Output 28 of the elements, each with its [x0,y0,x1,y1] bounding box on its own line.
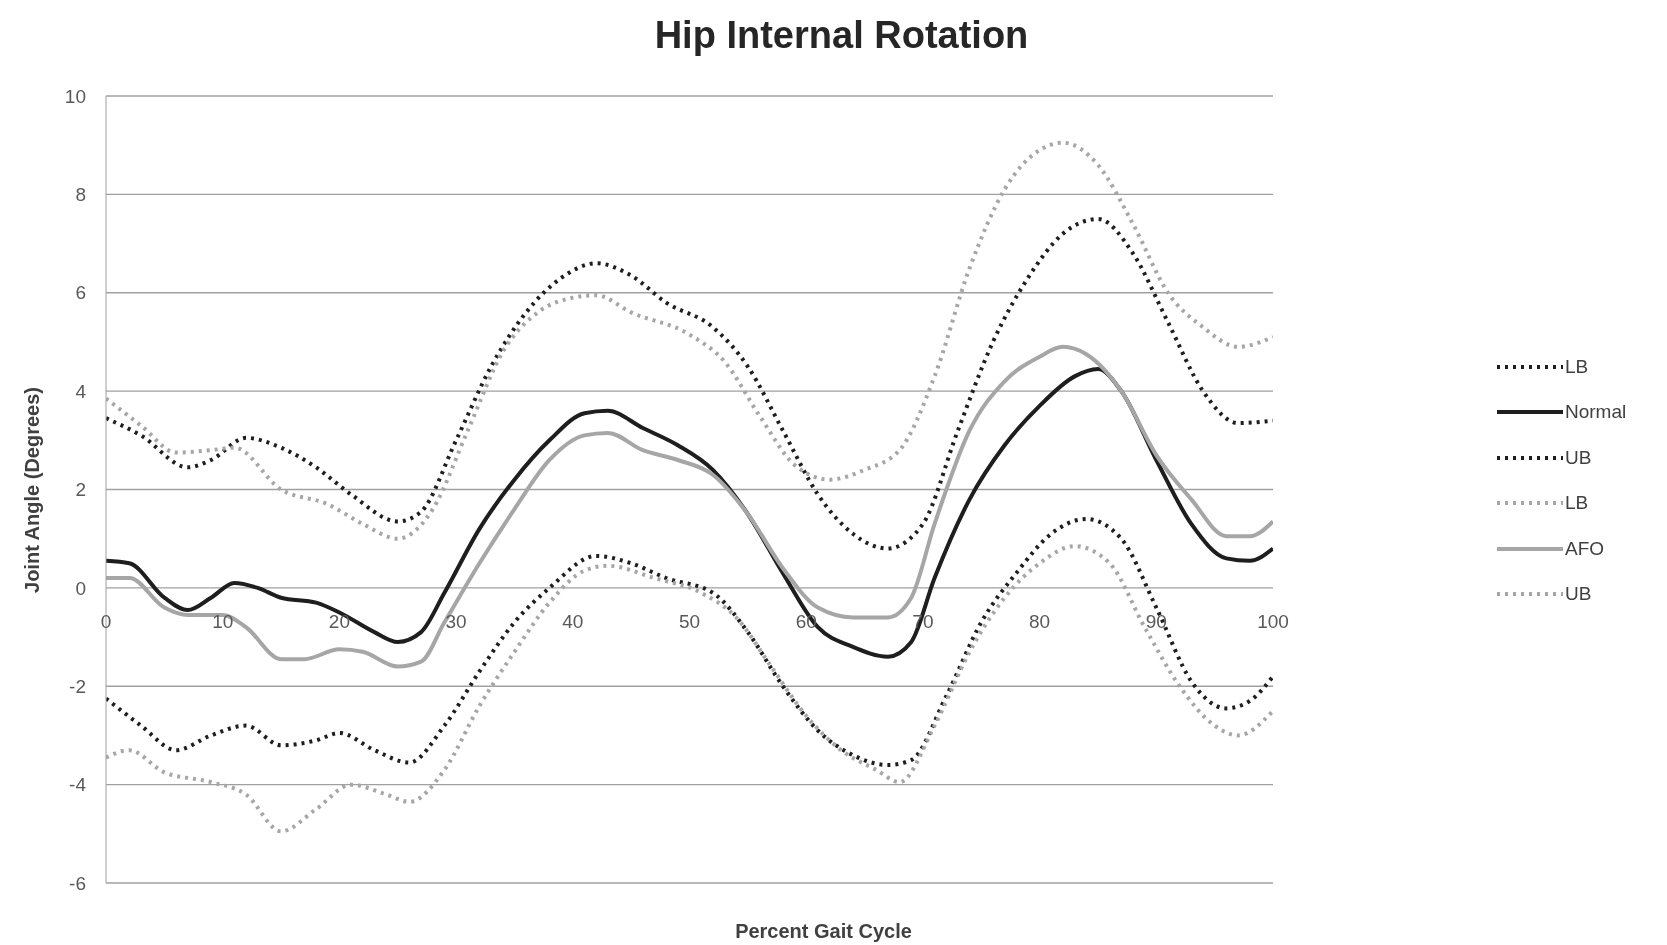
x-tick-label: 80 [1029,610,1051,632]
y-tick-label: 6 [75,282,86,304]
x-tick-label: 90 [1145,610,1167,632]
x-axis-title: Percent Gait Cycle [735,920,912,942]
y-tick-label: 2 [75,479,86,501]
y-tick-label: 10 [64,85,86,107]
x-tick-label: 30 [445,610,467,632]
legend-label: AFO [1565,537,1605,560]
legend-label: UB [1565,583,1592,606]
y-tick-label: -4 [69,774,87,796]
x-tick-label: 100 [1257,610,1289,632]
y-tick-label: 0 [75,577,86,599]
y-axis-title: Joint Angle (Degrees) [20,386,44,593]
x-tick-label: 50 [678,610,701,632]
chart-title: Hip Internal Rotation [653,14,1030,57]
x-tick-label: 10 [212,610,234,632]
y-tick-label: 4 [75,380,87,402]
x-tick-label: 20 [328,610,350,632]
y-tick-label: -2 [69,675,86,697]
x-tick-label: 40 [562,610,584,632]
y-tick-label: -6 [69,872,86,894]
y-tick-label: 8 [75,184,86,206]
legend-label: UB [1565,446,1592,469]
x-tick-label: 0 [100,610,112,632]
legend-label: LB [1565,355,1589,378]
legend-label: LB [1565,492,1589,515]
line-series [106,216,1273,551]
legend-label: Normal [1565,401,1627,424]
